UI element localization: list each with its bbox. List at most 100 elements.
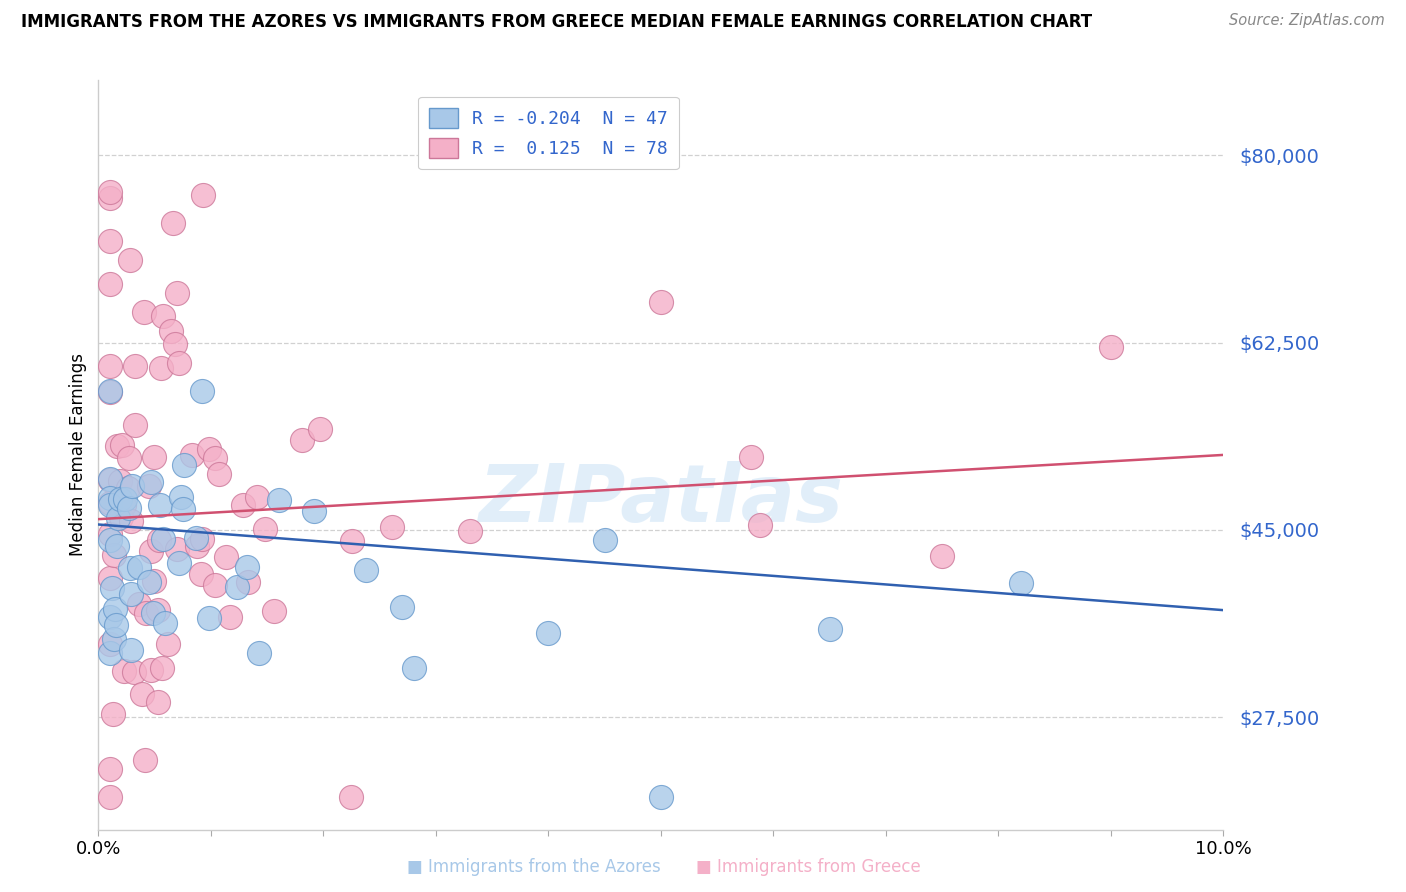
Point bbox=[1099, 340, 1122, 354]
Point bbox=[120, 643, 142, 657]
Point bbox=[181, 448, 204, 462]
Text: ■ Immigrants from the Azores: ■ Immigrants from the Azores bbox=[408, 858, 661, 876]
Point bbox=[135, 606, 157, 620]
Point bbox=[148, 533, 170, 547]
Point bbox=[118, 500, 141, 515]
Point bbox=[128, 598, 150, 612]
Point bbox=[190, 532, 212, 546]
Point bbox=[152, 309, 174, 323]
Point bbox=[537, 625, 560, 640]
Point bbox=[103, 632, 125, 646]
Point bbox=[98, 185, 121, 199]
Point bbox=[186, 531, 208, 545]
Point bbox=[458, 524, 481, 538]
Point bbox=[98, 359, 121, 373]
Point bbox=[98, 527, 121, 541]
Point bbox=[142, 450, 165, 464]
Legend: R = -0.204  N = 47, R =  0.125  N = 78: R = -0.204 N = 47, R = 0.125 N = 78 bbox=[418, 97, 679, 169]
Point bbox=[818, 622, 841, 636]
Point bbox=[105, 539, 128, 553]
Point bbox=[120, 587, 142, 601]
Point bbox=[142, 606, 165, 620]
Text: ZIPatlas: ZIPatlas bbox=[478, 461, 844, 539]
Point bbox=[593, 533, 616, 547]
Point bbox=[650, 790, 672, 805]
Point bbox=[190, 567, 212, 582]
Point bbox=[208, 467, 231, 481]
Text: ■ Immigrants from Greece: ■ Immigrants from Greece bbox=[696, 858, 921, 876]
Point bbox=[232, 498, 254, 512]
Point bbox=[134, 753, 156, 767]
Point bbox=[120, 253, 142, 268]
Point bbox=[340, 790, 363, 805]
Point bbox=[167, 356, 190, 370]
Point bbox=[269, 492, 291, 507]
Point bbox=[101, 581, 124, 595]
Point bbox=[100, 571, 122, 585]
Point bbox=[204, 578, 226, 592]
Point bbox=[163, 336, 186, 351]
Point bbox=[215, 550, 238, 565]
Point bbox=[112, 498, 135, 512]
Point bbox=[98, 491, 121, 506]
Point bbox=[139, 475, 162, 490]
Point bbox=[114, 491, 136, 506]
Point bbox=[650, 294, 672, 309]
Point bbox=[219, 610, 242, 624]
Point bbox=[134, 305, 156, 319]
Point bbox=[391, 599, 413, 614]
Point bbox=[124, 665, 146, 680]
Point bbox=[381, 520, 404, 534]
Point bbox=[108, 491, 131, 506]
Point bbox=[1010, 576, 1032, 591]
Point bbox=[236, 559, 259, 574]
Point bbox=[139, 663, 162, 677]
Point bbox=[191, 384, 214, 398]
Point bbox=[748, 518, 770, 533]
Point bbox=[225, 580, 247, 594]
Text: Source: ZipAtlas.com: Source: ZipAtlas.com bbox=[1229, 13, 1385, 29]
Point bbox=[103, 548, 125, 562]
Point bbox=[159, 325, 181, 339]
Point bbox=[157, 637, 180, 651]
Point bbox=[110, 475, 132, 489]
Point bbox=[263, 604, 285, 618]
Point bbox=[128, 560, 150, 574]
Point bbox=[105, 618, 128, 632]
Point bbox=[112, 665, 135, 679]
Point bbox=[120, 514, 142, 528]
Point bbox=[98, 762, 121, 776]
Point bbox=[138, 479, 160, 493]
Point bbox=[198, 611, 221, 625]
Point bbox=[354, 563, 377, 577]
Point bbox=[173, 458, 195, 472]
Point bbox=[101, 706, 124, 721]
Point bbox=[98, 610, 121, 624]
Point bbox=[138, 575, 160, 590]
Point bbox=[98, 498, 121, 512]
Point bbox=[149, 361, 172, 376]
Point bbox=[121, 479, 143, 493]
Point bbox=[247, 646, 270, 660]
Point bbox=[98, 533, 121, 547]
Point bbox=[98, 385, 121, 400]
Point bbox=[105, 439, 128, 453]
Point bbox=[146, 695, 169, 709]
Point bbox=[150, 660, 173, 674]
Point bbox=[143, 574, 166, 588]
Point bbox=[291, 433, 314, 447]
Point bbox=[149, 498, 172, 512]
Point bbox=[166, 285, 188, 300]
Point bbox=[162, 216, 184, 230]
Point bbox=[740, 450, 762, 465]
Point bbox=[98, 496, 121, 510]
Point bbox=[104, 602, 127, 616]
Point bbox=[304, 503, 326, 517]
Point bbox=[931, 549, 953, 564]
Y-axis label: Median Female Earnings: Median Female Earnings bbox=[69, 353, 87, 557]
Point bbox=[166, 541, 188, 556]
Point bbox=[117, 481, 139, 495]
Point bbox=[253, 522, 276, 536]
Point bbox=[186, 539, 208, 553]
Point bbox=[98, 384, 121, 398]
